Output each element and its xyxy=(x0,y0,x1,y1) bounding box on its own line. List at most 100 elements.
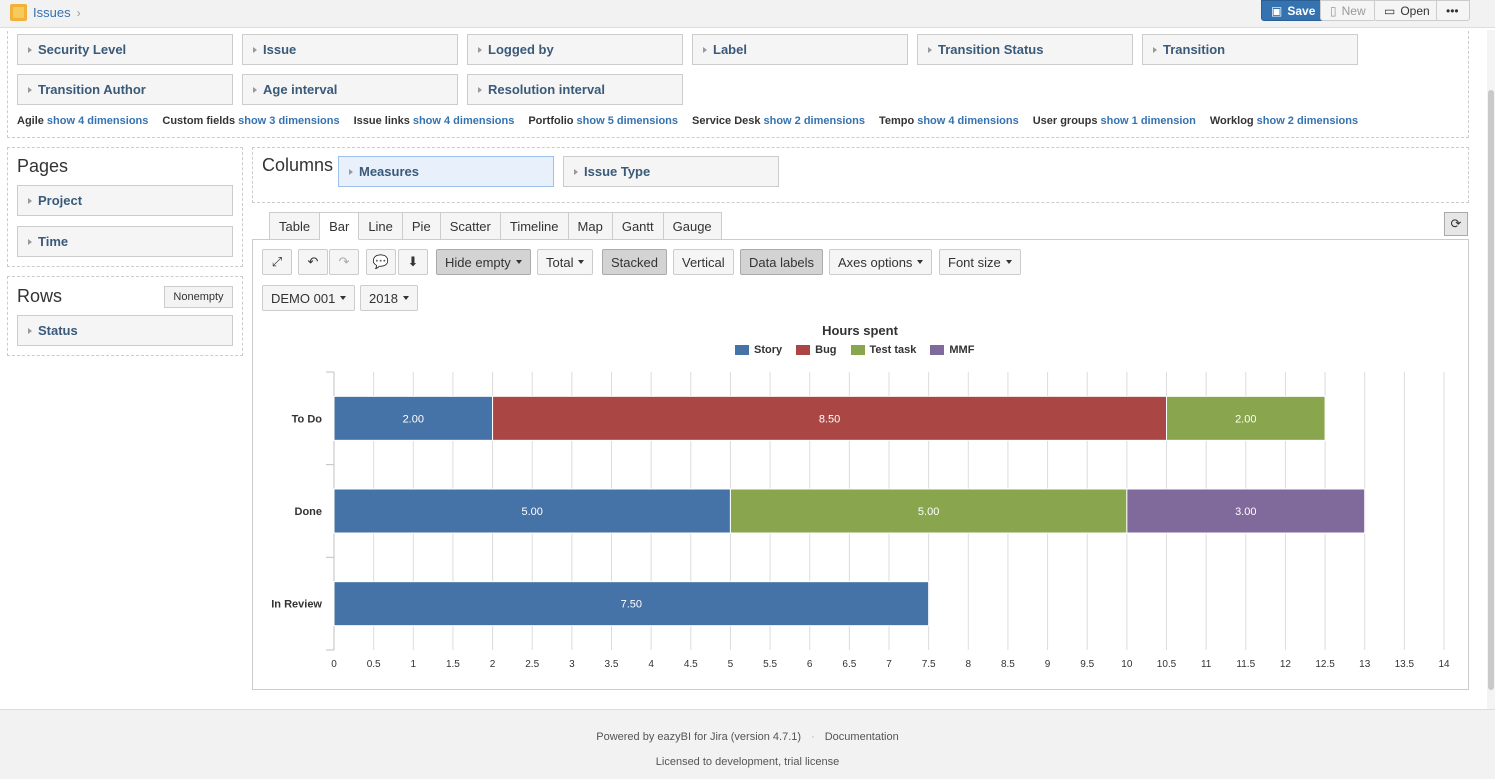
save-button[interactable]: ▣ Save xyxy=(1261,0,1326,21)
data-labels-toggle[interactable]: Data labels xyxy=(740,249,824,275)
show-dimensions-link[interactable]: show 5 dimensions xyxy=(576,115,678,127)
x-tick-label: 14 xyxy=(1438,659,1450,670)
show-dimensions-link[interactable]: show 1 dimension xyxy=(1100,115,1196,127)
columns-panel: Columns xyxy=(252,147,1469,203)
show-dimensions-link[interactable]: show 2 dimensions xyxy=(763,115,865,127)
rows-title: Rows xyxy=(17,286,63,306)
hide-empty-dropdown[interactable]: Hide empty xyxy=(436,249,531,275)
column-dimension-issue-type[interactable]: Issue Type xyxy=(563,156,779,187)
export-button[interactable]: ⬇ xyxy=(398,249,428,275)
tab-gantt[interactable]: Gantt xyxy=(612,212,664,240)
tab-scatter[interactable]: Scatter xyxy=(440,212,501,240)
bar-segment xyxy=(729,488,1128,534)
tab-table[interactable]: Table xyxy=(269,212,321,240)
data-label: 8.50 xyxy=(819,413,840,425)
documentation-link[interactable]: Documentation xyxy=(824,731,899,743)
legend-item-test-task[interactable]: Test task xyxy=(850,344,916,356)
page-dimension-time[interactable]: Time xyxy=(17,226,233,257)
tab-gauge[interactable]: Gauge xyxy=(663,212,722,240)
row-dimension-status[interactable]: Status xyxy=(17,315,233,346)
x-tick-label: 6.5 xyxy=(842,659,856,670)
caret-down-icon xyxy=(515,260,522,264)
redo-icon: ↷ xyxy=(338,254,350,269)
dimension-groups: Agile show 4 dimensions Custom fields show… xyxy=(17,115,1358,127)
dimension-resolution-interval[interactable]: Resolution interval xyxy=(467,74,683,105)
rows-panel: Rows Nonempty xyxy=(7,276,243,356)
vertical-toggle[interactable]: Vertical xyxy=(673,249,734,275)
dimension-security-level[interactable]: Security Level xyxy=(17,34,233,65)
footer-line: Powered by eazyBI for Jira (version 4.7.… xyxy=(0,731,1495,743)
x-tick-label: 11.5 xyxy=(1236,659,1255,670)
legend-swatch xyxy=(735,345,749,355)
legend-item-story[interactable]: Story xyxy=(735,344,782,356)
dimension-transition-author[interactable]: Transition Author xyxy=(17,74,233,105)
dimension-age-interval[interactable]: Age interval xyxy=(242,74,458,105)
x-tick-label: 7.5 xyxy=(922,659,936,670)
show-dimensions-link[interactable]: show 4 dimensions xyxy=(917,115,1019,127)
x-tick-label: 5 xyxy=(728,659,734,670)
x-tick-label: 4 xyxy=(648,659,654,670)
breadcrumb: Issues › xyxy=(10,4,81,21)
x-tick-label: 5.5 xyxy=(763,659,777,670)
redo-button[interactable]: ↷ xyxy=(329,249,359,275)
undo-icon: ↶ xyxy=(307,254,319,269)
data-label: 2.00 xyxy=(403,413,424,425)
dimension-group: Issue links show 4 dimensions xyxy=(353,115,515,127)
dimension-transition[interactable]: Transition xyxy=(1142,34,1358,65)
separator: · xyxy=(811,731,815,743)
pages-title: Pages xyxy=(17,156,69,176)
dimension-group: Service Desk show 2 dimensions xyxy=(692,115,865,127)
license-text: Licensed to development, trial license xyxy=(655,756,840,768)
show-dimensions-link[interactable]: show 3 dimensions xyxy=(238,115,340,127)
bar-segment xyxy=(333,488,731,534)
x-tick-label: 0.5 xyxy=(367,659,381,670)
tab-timeline[interactable]: Timeline xyxy=(500,212,569,240)
column-dimension-measures[interactable]: Measures xyxy=(338,156,554,187)
legend-swatch xyxy=(850,345,865,355)
bar-segment xyxy=(1166,395,1326,441)
new-button[interactable]: ▯ New xyxy=(1320,0,1376,21)
legend-item-bug[interactable]: Bug xyxy=(796,344,837,356)
dimension-logged-by[interactable]: Logged by xyxy=(467,34,683,65)
comment-button[interactable]: 💬 xyxy=(366,249,396,275)
scrollbar-thumb[interactable] xyxy=(1488,90,1494,690)
project-page-select[interactable]: DEMO 001 xyxy=(262,285,356,311)
x-tick-label: 11 xyxy=(1201,659,1212,670)
stacked-toggle[interactable]: Stacked xyxy=(602,249,667,275)
category-label: Done xyxy=(295,506,323,518)
axes-options-dropdown[interactable]: Axes options xyxy=(829,249,933,275)
breadcrumb-issues-link[interactable]: Issues xyxy=(33,5,71,20)
caret-down-icon xyxy=(578,260,585,264)
legend-item-mmf[interactable]: MMF xyxy=(930,344,974,356)
nonempty-button[interactable]: Nonempty xyxy=(164,286,233,308)
show-dimensions-link[interactable]: show 4 dimensions xyxy=(46,115,149,127)
show-dimensions-link[interactable]: show 2 dimensions xyxy=(1256,115,1359,127)
x-tick-label: 1 xyxy=(411,659,417,670)
time-page-select[interactable]: 2018 xyxy=(360,285,418,311)
refresh-button[interactable]: ⟳ xyxy=(1444,212,1468,236)
tab-pie[interactable]: Pie xyxy=(402,212,441,240)
fullscreen-button[interactable]: ⤢ xyxy=(262,249,292,275)
x-tick-label: 3 xyxy=(569,659,575,670)
show-dimensions-link[interactable]: show 4 dimensions xyxy=(412,115,515,127)
font-size-dropdown[interactable]: Font size xyxy=(939,249,1021,275)
x-tick-label: 12.5 xyxy=(1315,659,1335,670)
tab-map[interactable]: Map xyxy=(568,212,613,240)
page-scrollbar[interactable] xyxy=(1487,30,1495,709)
dimension-transition-status[interactable]: Transition Status xyxy=(917,34,1133,65)
x-tick-label: 3.5 xyxy=(605,659,619,670)
undo-button[interactable]: ↶ xyxy=(298,249,328,275)
more-button[interactable]: ••• xyxy=(1436,0,1470,21)
dimension-issue[interactable]: Issue xyxy=(242,34,458,65)
folder-icon: ▭ xyxy=(1384,3,1396,18)
tab-line[interactable]: Line xyxy=(359,212,403,240)
bar-chart: 0 0.5 1 1.5 2 2.5 3 3.5 4 4.5 5 5.5 6 6.5 7 7.5 8 8.5 9 9.5… xyxy=(271,371,1450,670)
data-label: 5.00 xyxy=(522,506,543,518)
tab-bar[interactable]: Bar xyxy=(320,212,360,240)
open-button[interactable]: ▭ Open xyxy=(1374,0,1440,21)
data-label: 3.00 xyxy=(1235,506,1256,518)
total-dropdown[interactable]: Total xyxy=(537,249,594,275)
page-dimension-project[interactable]: Project xyxy=(17,185,233,216)
chart-container xyxy=(252,239,1469,690)
dimension-label[interactable]: Label xyxy=(692,34,908,65)
